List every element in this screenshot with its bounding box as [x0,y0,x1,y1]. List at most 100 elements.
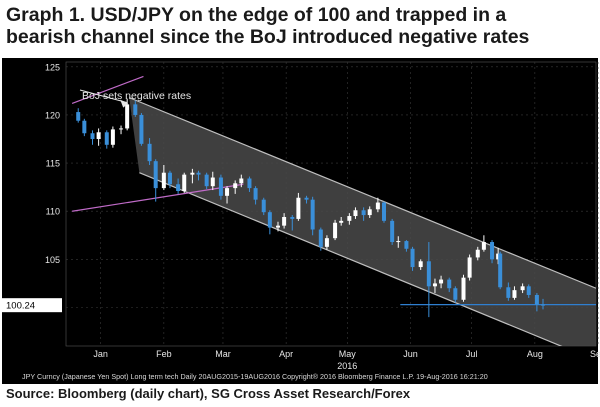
candle-body [104,132,109,145]
candle-body [490,242,495,260]
x-tick-label: May [339,349,357,359]
candle-body [404,241,409,249]
candle-body [310,199,315,230]
channel-lower-line [139,172,563,346]
candle-body [367,209,372,216]
annotation-arrow-head [120,99,129,108]
candle-body [447,279,452,289]
y-tick-label: 115 [46,159,60,169]
candle-body [426,261,431,287]
plot-frame [65,61,597,347]
candle-body [541,304,545,306]
x-tick-label: Jul [466,349,478,359]
annotation-layer: BoJ sets negative rates [79,89,191,108]
candle-body [110,129,115,145]
y-tick-label: 105 [45,255,60,265]
candle-body [90,133,95,140]
candle-body [396,241,401,243]
source-note: Source: Bloomberg (daily chart), SG Cros… [6,386,411,401]
candle-body [176,184,181,192]
candle-body [410,248,415,268]
candle-body [247,178,252,189]
x-tick-label: Apr [279,349,293,359]
candle-body [481,242,486,250]
candle-body [506,287,511,298]
candle-body [432,283,437,287]
trend-line [71,75,144,104]
channel-group [71,75,596,346]
candle-body [498,253,503,288]
candle-body [225,188,230,196]
candle-body [453,288,458,300]
channel-layer [71,75,596,346]
candle-body [218,177,223,196]
x-tick-label: Jan [93,349,108,359]
candle-body [353,210,358,217]
candle-body [439,279,444,284]
last-price-tag [2,298,62,313]
candle-body [253,188,258,200]
bloomberg-caption: JPY Curncy (Japanese Yen Spot) Long term… [22,372,488,381]
x-tick-label: Mar [215,349,231,359]
candle-body [267,212,272,228]
candle-body [534,294,539,305]
candle-body [153,161,158,189]
candle-body [161,172,166,189]
candle-body [318,229,323,247]
candle-body [382,202,386,221]
candle-body [375,202,380,210]
y-tick-label: 120 [45,110,60,120]
candle-body [520,286,525,291]
candle-body [133,104,138,115]
candle-body [467,257,472,278]
annotation-arrow-line [79,89,128,104]
candle-body [461,277,466,300]
chart-title-line-1: Graph 1. USD/JPY on the edge of 100 and … [6,4,507,26]
candle-body [261,199,266,213]
candle-body [526,286,531,295]
chart-title: Graph 1. USD/JPY on the edge of 100 and … [6,4,596,48]
candle-body [125,104,130,129]
candle-body [167,172,172,185]
usdjpy-chart: BoJ sets negative rates 1001051101151201… [2,58,600,384]
candle-body [119,128,124,130]
candle-body [276,225,280,228]
x-tick-label: Aug [527,349,543,359]
x-tick-label: Jun [403,349,418,359]
candle-body [304,197,309,200]
last-price-label: 100.24 [6,301,35,312]
x-year-label: 2016 [337,361,357,371]
candle-body [239,178,244,184]
candle-body [390,220,395,243]
candle-body [296,197,301,219]
candle-layer [76,98,545,318]
candle-body [324,238,329,247]
candle-body [512,290,517,298]
candle-body [182,174,187,192]
candle-body [233,183,238,189]
candle-body [196,172,201,175]
candle-body [347,216,352,221]
candle-body [339,220,344,223]
candle-body [96,132,101,140]
trend-line [72,183,244,212]
candle-body [190,172,195,175]
bearish-channel-band [129,97,596,346]
candle-body [418,261,423,268]
axis-layer: 100105110115120125JanFebMarAprMayJunJulA… [2,62,600,371]
candle-body [139,114,144,144]
candle-body [361,210,366,216]
candle-body [496,253,501,260]
candle-body [333,222,338,239]
candle-body [82,120,87,134]
annotation-text: BoJ sets negative rates [82,90,191,102]
candle-body [282,216,287,226]
channel-upper-line [128,97,596,289]
candle-body [475,249,480,258]
candle-body [290,216,295,219]
candle-body [76,112,81,121]
candle-body [204,174,209,187]
chart-title-line-2: bearish channel since the BoJ introduced… [6,26,530,48]
candle-body [210,177,215,187]
x-tick-label: Sep [590,349,600,359]
